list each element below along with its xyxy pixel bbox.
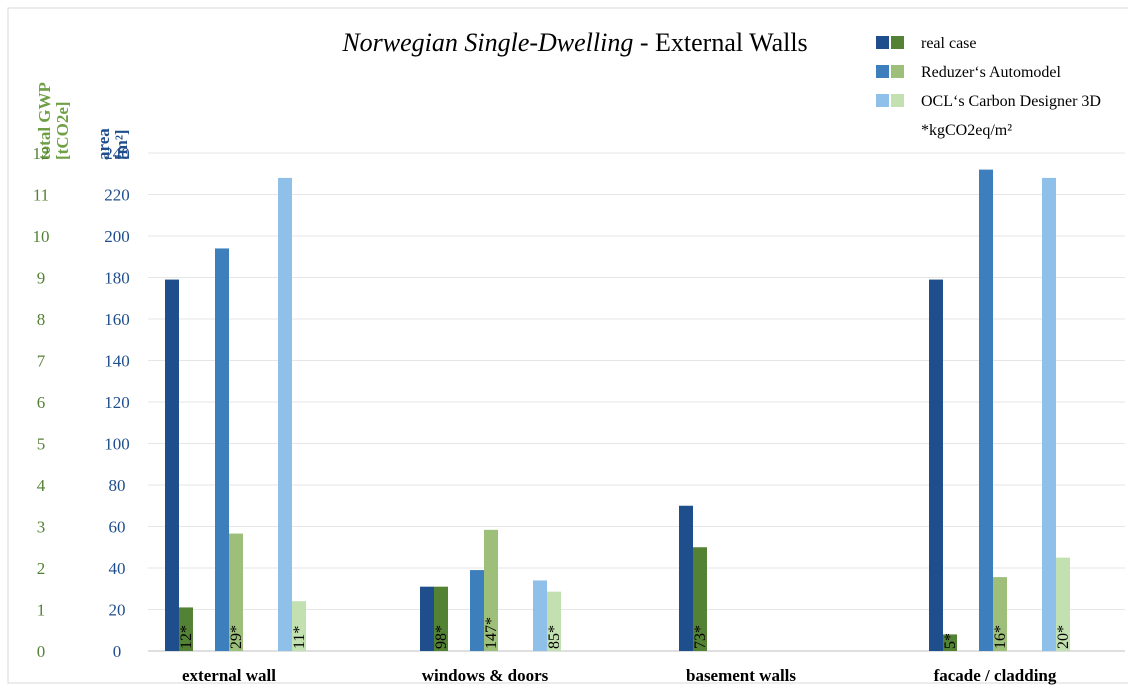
chart-title-italic: Norwegian Single-Dwelling bbox=[341, 28, 633, 57]
intensity-label: 20* bbox=[1055, 625, 1072, 649]
area-tick-label: 200 bbox=[104, 227, 130, 246]
category-labels: external wall windows & doors basement wal… bbox=[182, 666, 1057, 685]
bar-area-real-case bbox=[929, 279, 943, 651]
gwp-tick-label: 6 bbox=[37, 393, 46, 412]
area-tick-label: 220 bbox=[104, 186, 130, 205]
bar-gwp-ocl-carbon-designer bbox=[1056, 557, 1070, 651]
intensity-label: 73* bbox=[692, 625, 709, 649]
bar-area-reduzer-automodel bbox=[470, 570, 484, 651]
gridlines bbox=[148, 152, 1125, 652]
area-axis-title-line2: [m²] bbox=[112, 129, 131, 160]
bar-area-real-case bbox=[165, 279, 179, 651]
category-label: external wall bbox=[182, 666, 276, 685]
intensity-label: 12* bbox=[178, 625, 195, 649]
bar-gwp-ocl-carbon-designer bbox=[292, 601, 306, 651]
gwp-tick-label: 1 bbox=[37, 601, 46, 620]
area-tick-label: 100 bbox=[104, 435, 130, 454]
area-tick-label: 0 bbox=[113, 642, 122, 661]
legend-label: *kgCO2eq/m² bbox=[921, 122, 1012, 139]
area-tick-label: 80 bbox=[109, 476, 126, 495]
category-label: basement walls bbox=[686, 666, 796, 685]
intensity-label: 5* bbox=[942, 633, 959, 649]
bar-gwp-real-case bbox=[693, 547, 707, 651]
gwp-tick-label: 8 bbox=[37, 310, 46, 329]
legend: real case Reduzer‘s Automodel OCL‘s Carbon… bbox=[876, 35, 1101, 139]
legend-swatch-gwp bbox=[891, 94, 904, 107]
area-tick-label: 60 bbox=[109, 518, 126, 537]
intensity-label: 16* bbox=[992, 625, 1009, 649]
bar-area-reduzer-automodel bbox=[215, 248, 229, 651]
legend-swatch-gwp bbox=[891, 65, 904, 78]
area-axis-title: area [m²] bbox=[94, 128, 131, 160]
gwp-axis-title: total GWP [tCO2e] bbox=[35, 82, 72, 160]
bar-gwp-ocl-carbon-designer bbox=[547, 591, 561, 651]
intensity-label: 85* bbox=[546, 625, 563, 649]
bar-area-ocl-carbon-designer bbox=[533, 580, 547, 651]
bar-gwp-real-case bbox=[179, 607, 193, 651]
intensity-label: 29* bbox=[228, 625, 245, 649]
bars: 12* 98* 73* 5* 29* 147* 16* 11* 85* 20* bbox=[165, 169, 1072, 651]
bar-gwp-reduzer-automodel bbox=[229, 533, 243, 651]
area-tick-label: 180 bbox=[104, 269, 130, 288]
area-tick-label: 20 bbox=[109, 601, 126, 620]
bar-area-reduzer-automodel bbox=[979, 169, 993, 651]
legend-label: Reduzer‘s Automodel bbox=[921, 64, 1062, 81]
bar-area-ocl-carbon-designer bbox=[278, 177, 292, 651]
area-axis-title-line1: area bbox=[94, 128, 113, 160]
gwp-tick-label: 10 bbox=[33, 227, 50, 246]
area-tick-label: 240 bbox=[104, 144, 130, 163]
legend-label: OCL‘s Carbon Designer 3D bbox=[921, 93, 1101, 110]
bar-gwp-reduzer-automodel bbox=[484, 529, 498, 651]
gwp-tick-label: 12 bbox=[33, 144, 50, 163]
gwp-tick-label: 9 bbox=[37, 269, 46, 288]
gwp-tick-label: 5 bbox=[37, 435, 46, 454]
intensity-label: 147* bbox=[483, 617, 500, 649]
legend-swatch-area bbox=[876, 36, 889, 49]
bar-gwp-reduzer-automodel bbox=[993, 577, 1007, 651]
intensity-label: 11* bbox=[291, 626, 308, 649]
bar-gwp-real-case bbox=[943, 634, 957, 651]
category-label: facade / cladding bbox=[934, 666, 1057, 685]
chart-title-rest: - External Walls bbox=[633, 28, 807, 57]
legend-label: real case bbox=[921, 35, 977, 52]
gwp-tick-label: 0 bbox=[37, 642, 46, 661]
area-tick-label: 120 bbox=[104, 393, 130, 412]
chart-title: Norwegian Single-Dwelling - External Wal… bbox=[341, 28, 807, 57]
intensity-label: 98* bbox=[433, 625, 450, 649]
bar-gwp-real-case bbox=[434, 586, 448, 651]
bar-area-ocl-carbon-designer bbox=[1042, 177, 1056, 651]
gwp-tick-label: 3 bbox=[37, 518, 46, 537]
chart-border bbox=[7, 7, 1128, 684]
area-tick-label: 140 bbox=[104, 352, 130, 371]
gwp-tick-label: 11 bbox=[33, 186, 49, 205]
legend-swatch-area bbox=[876, 65, 889, 78]
category-label: windows & doors bbox=[422, 666, 549, 685]
bar-area-real-case bbox=[679, 505, 693, 651]
bar-area-real-case bbox=[420, 586, 434, 651]
gwp-tick-label: 4 bbox=[37, 476, 46, 495]
gwp-axis-title-line2: [tCO2e] bbox=[53, 101, 72, 160]
area-tick-label: 40 bbox=[109, 559, 126, 578]
legend-swatch-area bbox=[876, 94, 889, 107]
area-tick-label: 160 bbox=[104, 310, 130, 329]
legend-swatch-gwp bbox=[891, 36, 904, 49]
gwp-tick-label: 7 bbox=[37, 352, 46, 371]
gwp-tick-label: 2 bbox=[37, 559, 46, 578]
gwp-axis-title-line1: total GWP bbox=[35, 82, 54, 160]
